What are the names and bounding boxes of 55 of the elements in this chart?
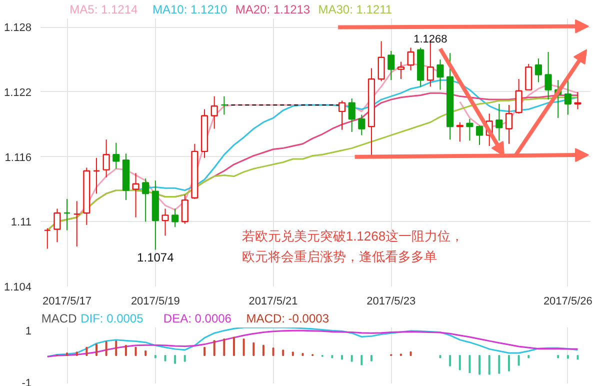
candlestick [172,208,179,228]
candlestick [142,178,150,222]
x-tick-label: 2017/5/23 [366,296,416,308]
candlestick [102,139,110,178]
text: MA5: 1.1214 [70,2,138,16]
candlestick [496,103,503,142]
candlestick [220,96,228,116]
candlestick [525,63,532,90]
candlestick [505,104,513,144]
x-tick-label: 2017/5/17 [42,296,92,308]
x-tick-label: 2017/5/19 [130,296,180,308]
candlestick [515,78,522,114]
y-tick-label: 1.11 [10,216,32,229]
candlestick [388,50,395,81]
candlestick [564,80,572,116]
candlestick [338,100,346,130]
y-tick-label: 1.128 [4,22,32,34]
candlestick [210,96,218,130]
candlestick [54,208,61,243]
candlestick [476,124,484,146]
x-tick-label: 2017/5/21 [248,296,298,308]
candlestick [534,58,542,83]
candlestick [466,118,474,142]
candlestick [44,228,51,250]
y-tick-label: 1 [25,326,32,338]
chart-title: MACD [41,312,78,326]
candlestick [358,114,366,136]
annotation: 1.1074 [137,250,174,265]
candlestick [92,157,100,194]
annotation: 若欧元兑美元突破1.1268这一阻力位，欧元将会重启涨势，逢低看多多单 [242,228,464,264]
candlestick [73,200,80,248]
text: MA10: 1.1210 [152,2,228,16]
candlestick [544,52,552,100]
text: MA30: 1.1211 [318,2,392,16]
candlestick [132,172,140,218]
candlestick [162,208,169,236]
series-label: DIF: 0.0005 [80,312,144,326]
candlestick [181,194,188,224]
series-label: MACD: -0.0003 [246,312,330,326]
candlestick [456,122,464,142]
candlestick [397,61,404,80]
candlestick [112,142,120,170]
y-tick-label: 1.104 [4,282,32,294]
y-tick-label: 1.122 [4,86,32,99]
series-label: DEA: 0.0006 [163,312,232,326]
candlestick [574,91,582,110]
candlestick [63,198,71,231]
annotation: 1.1268 [414,34,448,46]
x-tick-label: 2017/5/26 [543,296,592,308]
candlestick [436,59,444,90]
candlestick [348,98,356,132]
candlestick [378,40,385,82]
text: MA20: 1.1213 [235,2,310,16]
candlestick [407,47,414,71]
y-tick-label: 1.116 [4,152,32,164]
